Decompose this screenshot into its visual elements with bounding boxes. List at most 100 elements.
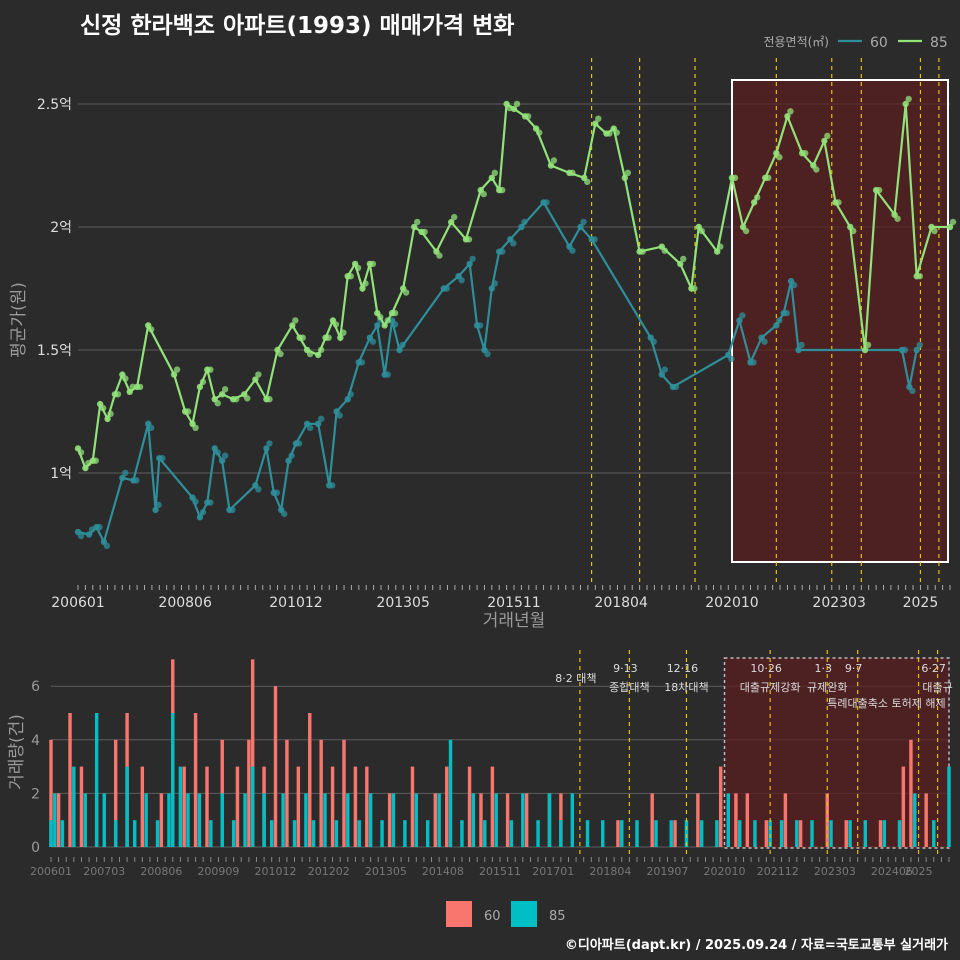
volume-bar-85 (167, 793, 171, 847)
data-point-85 (317, 346, 325, 354)
volume-bar-60 (433, 793, 438, 847)
volume-x-tick-label: 201408 (422, 865, 464, 878)
volume-x-tick-label: 202010 (704, 865, 746, 878)
data-point-85 (595, 115, 602, 122)
volume-bar-85 (323, 793, 327, 847)
volume-x-tick-label: 201804 (589, 865, 631, 878)
data-point-85 (916, 273, 923, 280)
data-point-85 (821, 137, 828, 145)
data-point-85 (299, 334, 306, 341)
price-x-tick-label: 200806 (158, 595, 212, 611)
data-point-85 (613, 129, 620, 136)
data-point-60 (255, 486, 262, 493)
data-point-60 (196, 514, 204, 521)
data-point-60 (199, 509, 207, 516)
data-point-60 (96, 523, 103, 531)
data-point-85 (114, 391, 122, 398)
volume-bar-85 (155, 820, 160, 847)
data-point-85 (221, 386, 229, 393)
price-y-tick-label: 1억 (50, 466, 72, 482)
data-point-85 (765, 174, 772, 181)
volume-bar-60 (285, 739, 289, 847)
data-point-85 (214, 400, 221, 407)
volume-bar-85 (94, 713, 99, 847)
volume-bar-85 (171, 713, 175, 847)
data-point-60 (736, 317, 743, 324)
data-point-60 (358, 359, 366, 366)
price-x-tick-label: 201305 (376, 595, 429, 611)
data-point-60 (901, 346, 909, 354)
volume-bar-60 (49, 739, 53, 847)
data-point-85 (784, 113, 791, 120)
volume-bar-85 (509, 820, 514, 847)
volume-bar-85 (779, 820, 784, 847)
volume-bar-85 (570, 793, 575, 847)
data-point-85 (447, 218, 455, 226)
data-point-60 (661, 366, 668, 373)
data-point-60 (739, 312, 746, 319)
volume-bar-60 (113, 739, 118, 847)
volume-legend-swatch-85 (511, 901, 537, 927)
policy-date-label: 1·3 (814, 662, 832, 675)
data-point-85 (99, 404, 107, 412)
price-x-tick-label: 201012 (269, 595, 322, 611)
data-point-60 (458, 277, 465, 284)
volume-bar-85 (209, 820, 213, 847)
volume-bar-60 (140, 766, 145, 847)
data-point-85 (354, 264, 362, 272)
policy-name-label: 규제완화 (807, 681, 847, 694)
data-point-85 (82, 464, 89, 472)
volume-legend: 60 85 (446, 901, 566, 927)
volume-bar-60 (353, 766, 358, 847)
data-point-85 (252, 376, 259, 383)
data-point-85 (513, 100, 521, 108)
volume-bar-85 (102, 793, 106, 847)
volume-bar-85 (368, 793, 373, 847)
volume-bar-85 (829, 820, 833, 847)
data-point-85 (255, 371, 262, 378)
data-point-60 (214, 449, 221, 456)
volume-bar-60 (745, 793, 750, 847)
volume-bar-85 (49, 820, 53, 847)
volume-bar-85 (559, 820, 563, 847)
data-point-85 (677, 260, 684, 268)
volume-bar-60 (844, 820, 848, 847)
data-point-60 (484, 350, 491, 358)
volume-bar-85 (414, 793, 419, 847)
data-point-85 (569, 169, 576, 177)
data-point-85 (377, 313, 384, 321)
data-point-85 (384, 317, 391, 324)
data-point-85 (92, 457, 99, 464)
legend-label-85: 85 (930, 35, 948, 51)
volume-bar-85 (262, 793, 266, 847)
volume-bar-85 (243, 793, 247, 847)
data-point-85 (391, 309, 399, 317)
data-point-85 (499, 186, 506, 194)
volume-bar-60 (524, 793, 529, 847)
volume-bar-85 (471, 793, 476, 847)
price-x-tick-label: 202303 (812, 595, 865, 611)
policy-name-label: 토허제 해제 (892, 696, 946, 710)
data-point-85 (465, 236, 473, 243)
volume-bar-60 (193, 713, 198, 847)
volume-y-axis-title: 거래량(건) (7, 714, 27, 790)
data-point-60 (795, 346, 802, 354)
data-point-85 (802, 150, 809, 157)
data-point-60 (750, 359, 757, 366)
volume-bar-60 (490, 766, 495, 847)
volume-legend-label-60: 60 (484, 909, 501, 924)
volume-bar-85 (483, 820, 487, 847)
policy-name-label: 대출규 (922, 681, 952, 694)
data-point-60 (396, 346, 403, 354)
data-point-85 (835, 199, 842, 206)
volume-bar-85 (795, 820, 799, 847)
volume-bar-60 (718, 766, 723, 847)
volume-bar-85 (391, 793, 396, 847)
volume-y-tick-label: 0 (31, 840, 40, 856)
data-point-85 (126, 388, 133, 396)
data-point-60 (306, 424, 314, 431)
data-point-85 (148, 326, 155, 333)
price-x-tick-label: 201511 (487, 595, 540, 611)
data-point-85 (524, 113, 532, 120)
